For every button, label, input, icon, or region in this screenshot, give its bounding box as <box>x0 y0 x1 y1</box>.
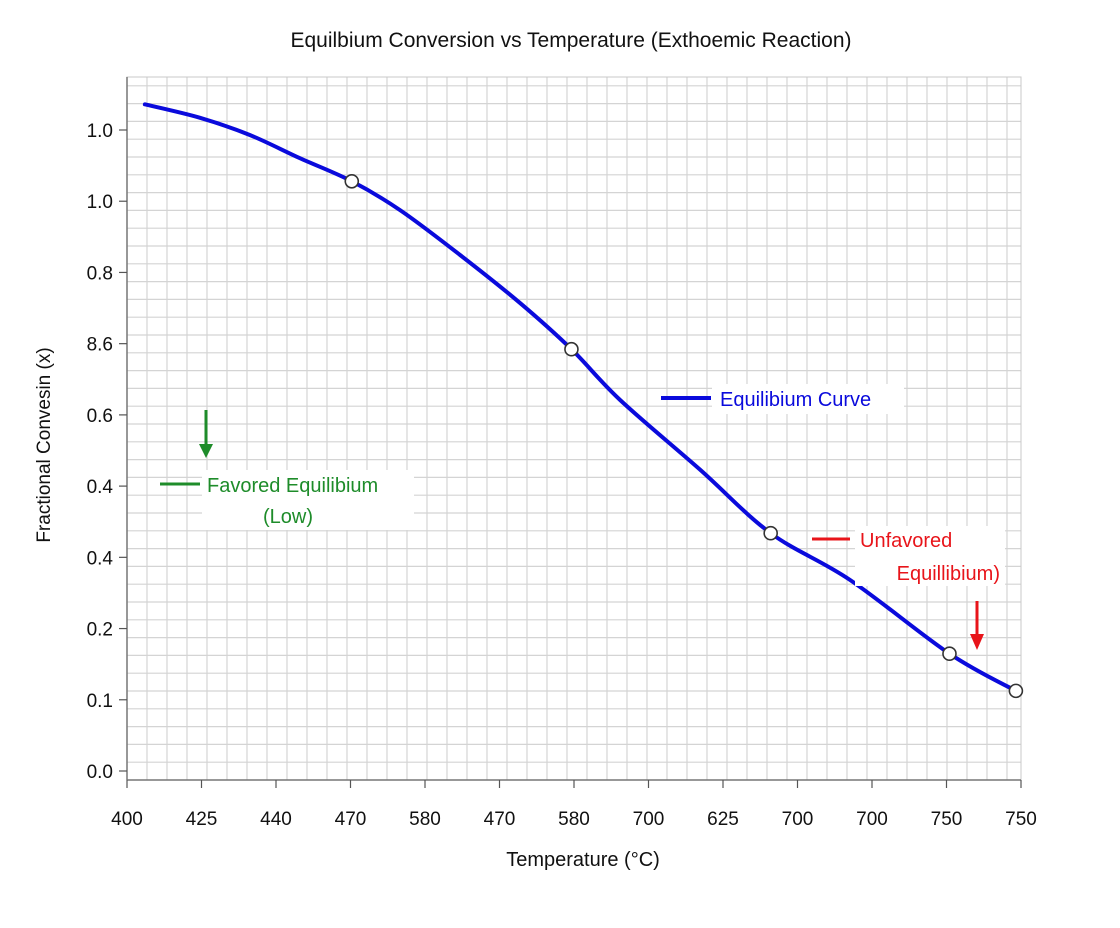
data-point-marker <box>564 341 579 357</box>
y-tick-label: 8.6 <box>87 335 113 356</box>
x-tick-label: 470 <box>335 809 367 830</box>
y-tick-label: 0.1 <box>87 691 113 712</box>
favored-label-line1: Favored Equilibium <box>207 475 378 497</box>
curve-legend: Equilibium Curve <box>661 384 904 414</box>
x-tick-label: 700 <box>782 809 814 830</box>
y-tick-label: 0.0 <box>87 762 113 783</box>
grid <box>127 77 1021 780</box>
y-tick-label: 0.6 <box>87 406 113 427</box>
curve-legend-label: Equilibium Curve <box>720 389 871 411</box>
x-tick-label: 750 <box>1005 809 1037 830</box>
x-tick-label: 425 <box>186 809 218 830</box>
y-tick-label: 1.0 <box>87 192 113 213</box>
unfavored-label-line2: Equillibium) <box>897 563 1000 585</box>
x-axis-label: Temperature (°C) <box>506 849 660 871</box>
x-tick-label: 470 <box>484 809 516 830</box>
y-tick-label: 0.4 <box>87 548 114 569</box>
chart-title: Equilbium Conversion vs Temperature (Ext… <box>290 29 851 52</box>
y-tick-label: 0.4 <box>87 477 114 498</box>
favored-label-line2: (Low) <box>263 506 313 528</box>
x-tick-label: 700 <box>856 809 888 830</box>
data-point-marker <box>942 646 957 661</box>
x-ticks: 400 425 440 470 580 470 580 700 625 700 700 750 750 <box>111 780 1037 830</box>
equilibrium-curve <box>142 102 1018 693</box>
unfavored-annotation: Unfavored Equillibium) <box>812 526 1005 650</box>
data-point-marker <box>1008 683 1024 699</box>
y-tick-label: 1.0 <box>87 121 113 142</box>
y-tick-label: 0.2 <box>87 620 113 641</box>
unfavored-label-line1: Unfavored <box>860 530 952 552</box>
data-point-marker <box>763 525 778 541</box>
x-tick-label: 750 <box>931 809 963 830</box>
y-tick-label: 0.8 <box>87 263 113 284</box>
favored-annotation: Favored Equilibium (Low) <box>160 410 414 530</box>
data-point-marker <box>344 173 360 189</box>
y-ticks: 0.0 0.1 0.2 0.4 0.4 0.6 8.6 0.8 1.0 1.0 <box>87 121 127 783</box>
x-tick-label: 580 <box>409 809 441 830</box>
x-tick-label: 580 <box>558 809 590 830</box>
x-tick-label: 625 <box>707 809 739 830</box>
x-tick-label: 700 <box>633 809 665 830</box>
markers <box>344 173 1024 699</box>
x-tick-label: 400 <box>111 809 143 830</box>
x-tick-label: 440 <box>260 809 292 830</box>
y-axis-label: Fractional Convesin (x) <box>34 347 55 542</box>
